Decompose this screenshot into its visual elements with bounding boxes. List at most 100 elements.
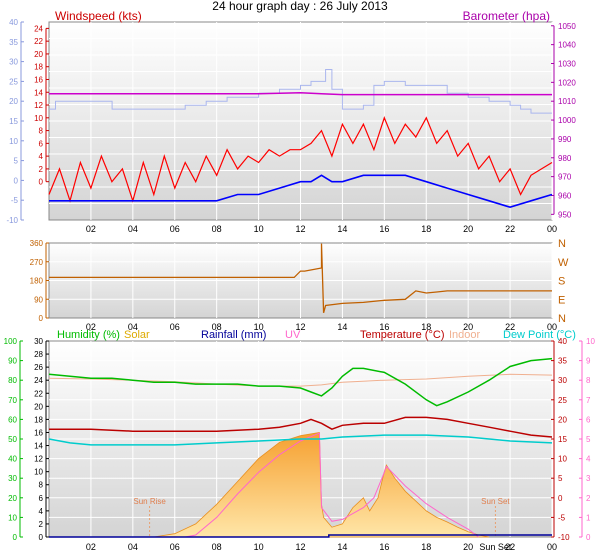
wind-series [48,69,553,209]
legend-dewpoint: Dew Point (°C) [503,329,576,341]
wind-inner-axis-label: 4 [39,152,44,161]
wind-inner-axis-label: 14 [34,88,43,97]
wind-outer-axis-label: 5 [14,157,19,166]
wind-axes: 02 04 06 08 10 12 14 16 18 20 22 00-10-505101520253… [6,18,576,234]
legend-indoor: Indoor [449,329,481,341]
direction-axis-label: 270 [30,258,44,267]
x-tick-label: 02 [86,322,96,332]
x-tick-label: 16 [379,224,389,234]
barometer-axis-label: 990 [558,135,572,144]
barometer-axis-label: 1000 [558,116,576,125]
barometer-axis-label: 1040 [558,41,576,50]
temperature-humidity-panel: Humidity (%) Solar Rainfall (mm) UV Temp… [4,329,596,552]
x-tick-label: 04 [128,224,138,234]
wind-inner-axis-label: 2 [39,165,44,174]
direction-grid [49,243,553,318]
barometer-axis-label: 1050 [558,22,576,31]
x-tick-label: 08 [212,542,222,552]
solar-axis-label: 0 [39,533,44,542]
humidity-axis-label: 50 [8,435,17,444]
wind-outer-axis-label: 40 [9,18,18,27]
solar-axis-label: 16 [34,428,43,437]
wind-inner-axis-label: 6 [39,139,44,148]
humidity-axis-label: 40 [8,455,17,464]
x-tick-label: 00 [547,542,557,552]
dewpoint-line [48,434,553,446]
humidity-axis-label: 100 [4,337,18,346]
x-tick-label: 14 [337,322,347,332]
temp-series [48,357,553,538]
wind-outer-axis-label: -5 [11,196,19,205]
barometer-axis-label: 960 [558,191,572,200]
x-tick-label: 02 [86,224,96,234]
legend-rainfall: Rainfall (mm) [201,329,266,341]
compass-label: W [558,257,569,269]
solar-axis-label: 14 [34,442,43,451]
x-tick-label: 22 [505,322,515,332]
barometer-axis-label: 1020 [558,78,576,87]
temperature-axis-label: 30 [558,376,567,385]
baro-trace-line [49,69,552,114]
page-title: 24 hour graph day : 26 July 2013 [212,0,388,13]
direction-axis-label: 0 [39,314,44,323]
wind-inner-axis-label: 0 [39,178,44,187]
barometer-axis-label: 1030 [558,59,576,68]
wind-outer-axis-label: 20 [9,97,18,106]
temperature-axis-label: 25 [558,396,567,405]
wind-inner-axis-label: 12 [34,101,43,110]
compass-label: S [558,276,565,288]
humidity-axis-label: 0 [13,533,18,542]
sunset-label: Sun Set [481,497,510,506]
x-tick-label: 08 [212,322,222,332]
solar-axis-label: 6 [39,494,44,503]
wind-barometer-panel: Windspeed (kts) Barometer (hpa) 02 04 06 08… [6,9,576,234]
direction-series [49,243,552,313]
x-tick-label: 04 [128,322,138,332]
x-tick-label: 08 [212,224,222,234]
uv-axis-label: 6 [586,415,591,424]
sunrise-label: Sun Rise [133,497,166,506]
x-tick-label: 10 [254,322,264,332]
temperature-axis-label: 10 [558,455,567,464]
legend-solar: Solar [124,329,150,341]
uv-axis-label: 0 [586,533,591,542]
uv-axis-label: 9 [586,357,591,366]
humidity-axis-label: 80 [8,376,17,385]
uv-axis-label: 1 [586,513,591,522]
wind-inner-axis-label: 24 [34,24,43,33]
wind-outer-axis-label: 10 [9,137,18,146]
x-tick-label: 12 [295,542,305,552]
wind-inner-axis-label: 20 [34,50,43,59]
legend-humidity: Humidity (%) [57,329,120,341]
wind-inner-axis-label: 22 [34,37,43,46]
x-tick-label: 20 [463,224,473,234]
temperature-line [49,416,553,438]
compass-label: N [558,238,566,250]
temperature-axis-label: 35 [558,357,567,366]
humidity-axis-label: 90 [8,357,17,366]
solar-axis-label: 22 [34,389,43,398]
humidity-axis-label: 70 [8,396,17,405]
humidity-axis-label: 60 [8,415,17,424]
wind-average-line [49,174,553,209]
wind-inner-axis-label: 10 [34,114,43,123]
wind-grid [49,22,553,220]
humidity-axis-label: 10 [8,513,17,522]
solar-axis-label: 10 [34,468,43,477]
humidity-line [48,357,553,407]
temperature-axis-label: 5 [558,474,563,483]
x-tick-label: 06 [170,224,180,234]
compass-label: E [558,294,565,306]
barometer-line [49,91,552,96]
x-tick-label: 16 [379,322,389,332]
compass-label: N [558,313,566,325]
temperature-axis-label: 0 [558,494,563,503]
solar-axis-label: 30 [34,337,43,346]
temperature-axis-label: 15 [558,435,567,444]
wind-inner-axis-label: 18 [34,63,43,72]
wind-direction-line [49,243,552,313]
wind-outer-axis-label: 35 [9,38,18,47]
x-tick-label: 18 [421,542,431,552]
